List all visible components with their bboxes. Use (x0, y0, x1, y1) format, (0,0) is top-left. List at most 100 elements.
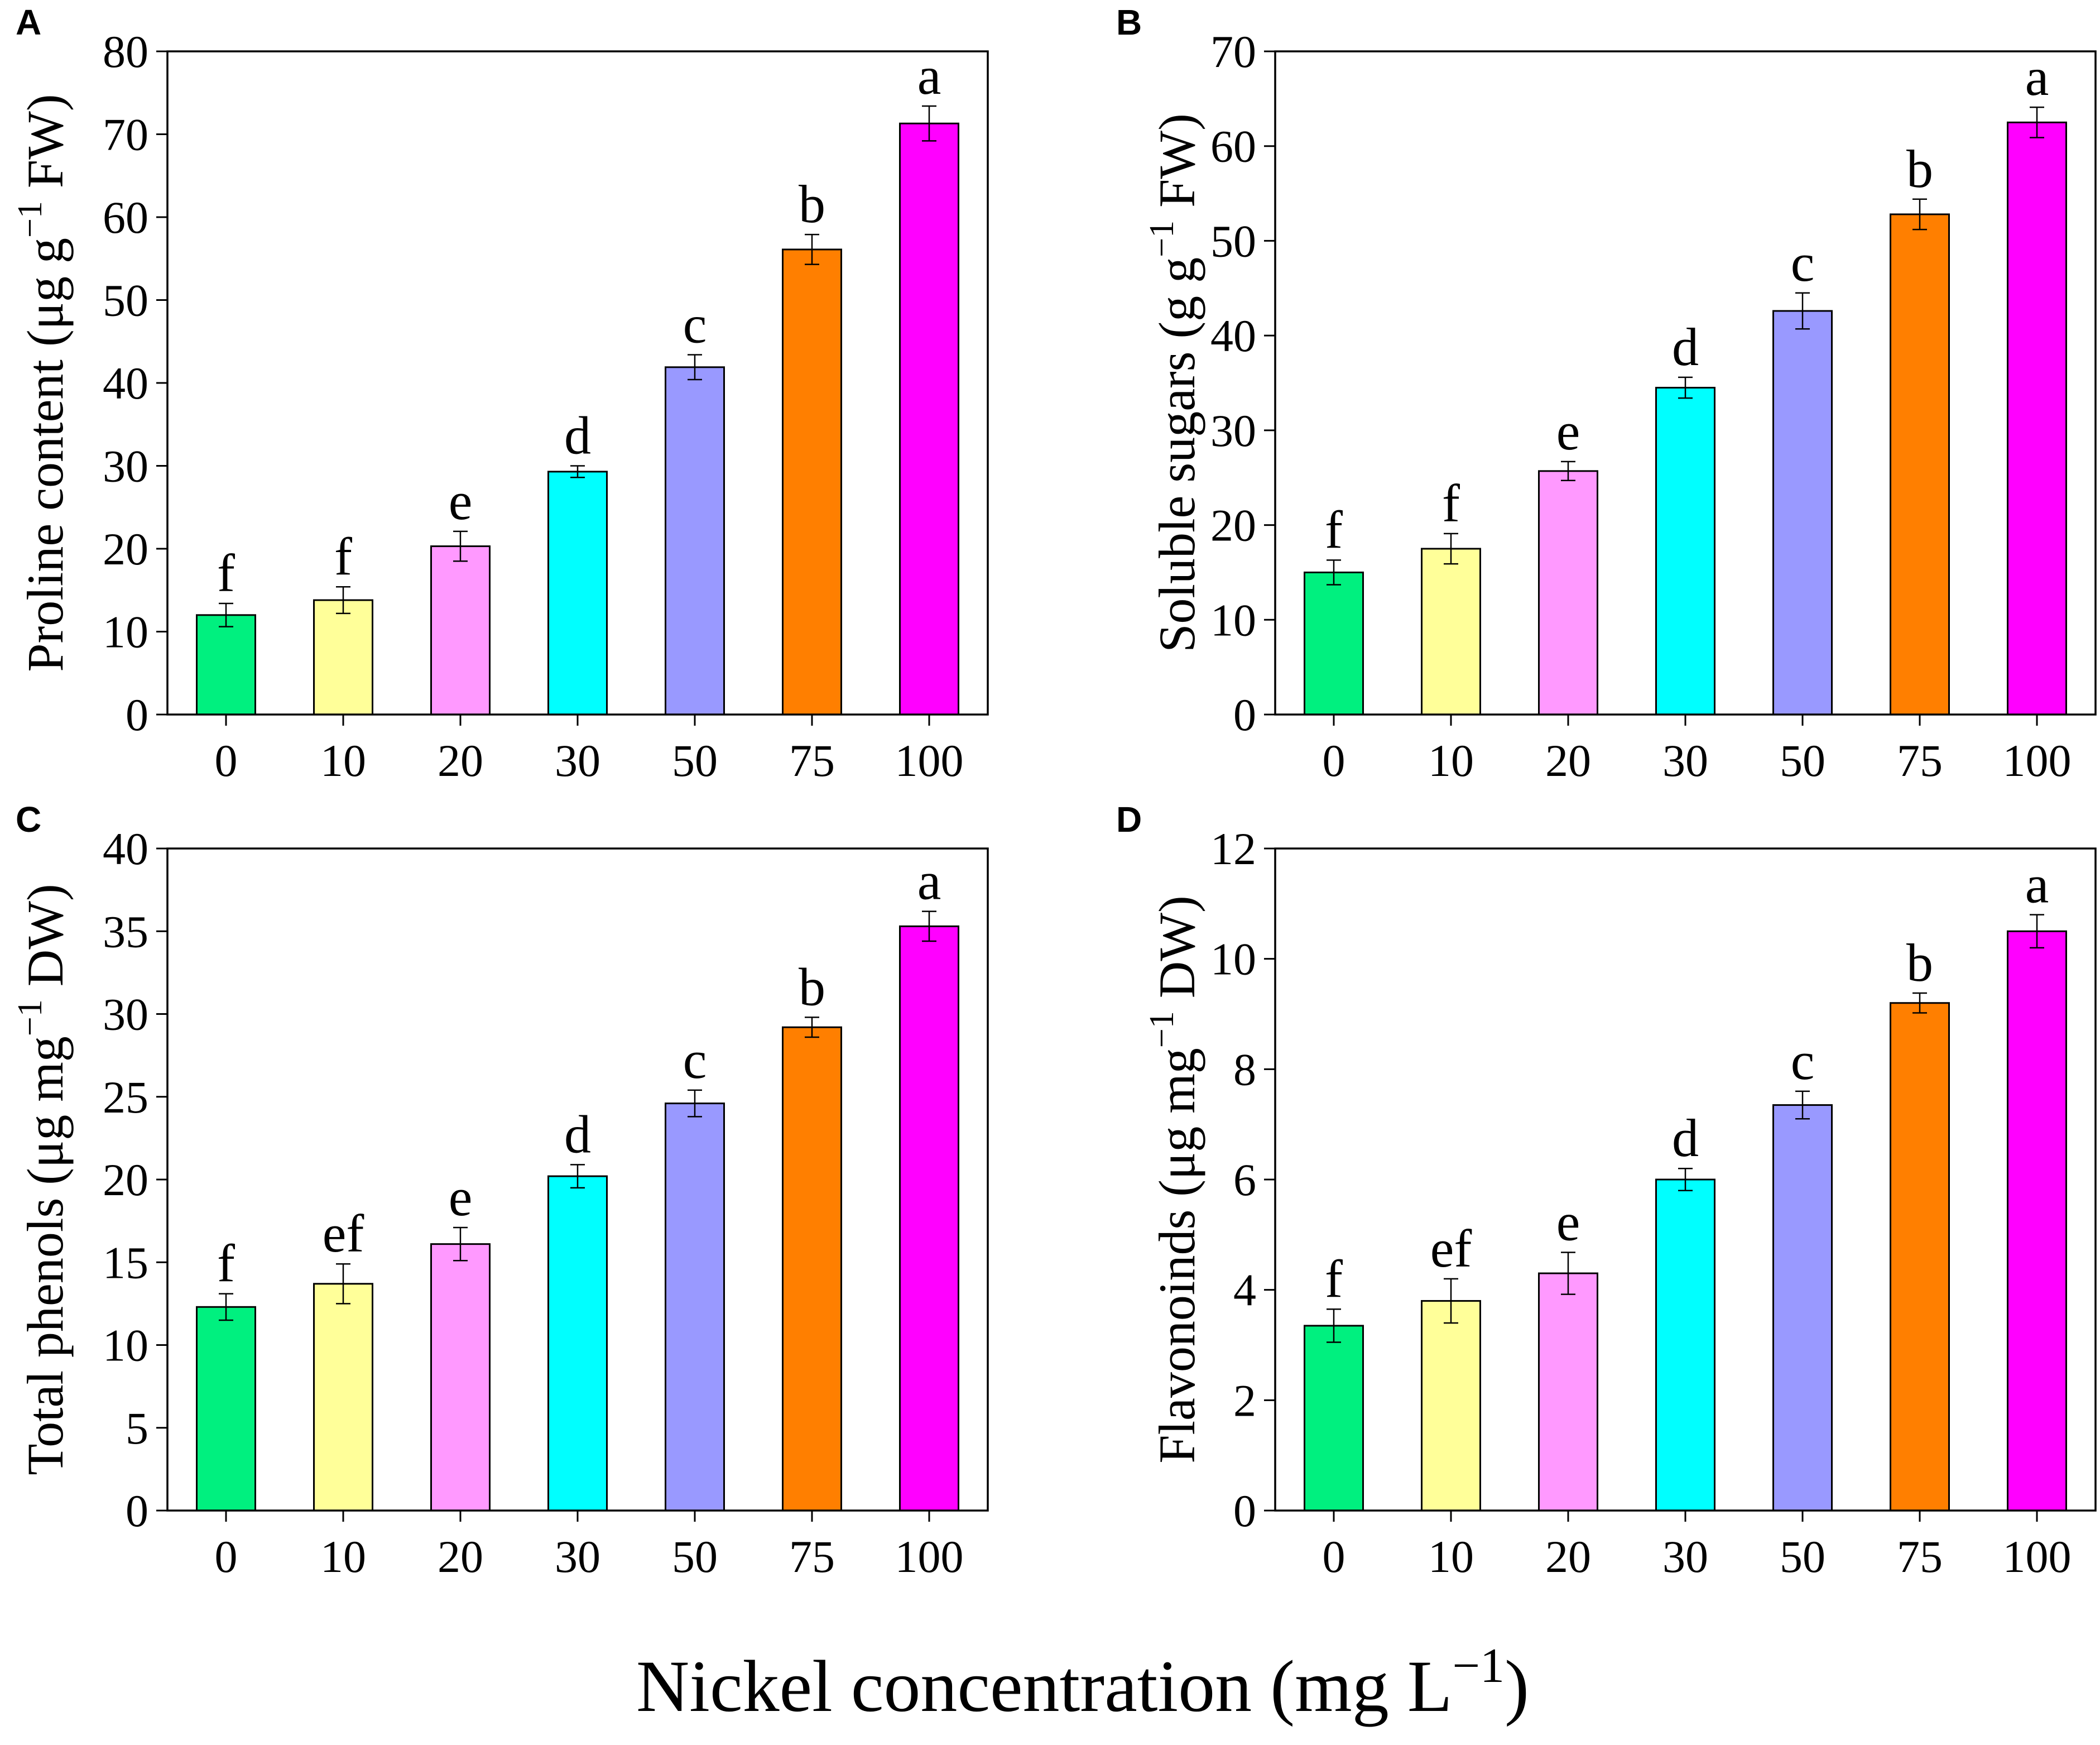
bar (2007, 121, 2067, 716)
bar (665, 1102, 725, 1512)
y-axis-label-superscript: −1 (1143, 1011, 1181, 1048)
significance-letter: a (917, 851, 941, 911)
significance-letter: b (1906, 933, 1933, 993)
y-axis-label-suffix: DW) (1148, 895, 1205, 1011)
x-tick-label: 10 (1428, 1531, 1474, 1582)
bar (899, 925, 959, 1512)
significance-letter: d (564, 1104, 591, 1164)
significance-letter: a (2025, 855, 2049, 914)
significance-letter: a (917, 46, 941, 106)
bar (547, 471, 608, 716)
significance-letter: d (564, 406, 591, 466)
x-tick-label: 50 (672, 735, 718, 786)
y-tick-label: 10 (1210, 934, 1256, 985)
x-tick-label: 20 (1545, 1531, 1591, 1582)
x-tick-label: 75 (789, 735, 835, 786)
y-tick-label: 60 (1210, 121, 1256, 172)
y-axis-label-suffix: FW) (17, 94, 74, 201)
x-tick-label: 75 (1897, 735, 1943, 786)
y-tick-label: 0 (126, 689, 148, 740)
y-tick-label: 0 (126, 1485, 148, 1536)
y-tick-label: 70 (1210, 26, 1256, 77)
x-tick-label: 30 (1662, 735, 1708, 786)
y-axis-label-superscript: −1 (1143, 220, 1181, 257)
bar (1538, 1272, 1598, 1512)
y-tick-label: 10 (1210, 595, 1256, 645)
y-axis-label: Proline content (μg g−1 FW) (11, 94, 74, 672)
significance-letter: e (449, 1167, 473, 1227)
bar (1890, 1002, 1950, 1512)
panel-label: B (1116, 2, 1142, 42)
bar (1890, 213, 1950, 716)
y-tick-label: 0 (1233, 1485, 1256, 1536)
y-axis-label-superscript: −1 (11, 201, 49, 238)
significance-letter: b (799, 957, 825, 1017)
x-tick-label: 75 (789, 1531, 835, 1582)
x-tick-label: 30 (555, 735, 600, 786)
y-tick-label: 4 (1233, 1265, 1256, 1316)
bar (1304, 1325, 1364, 1512)
y-tick-label: 20 (103, 524, 148, 574)
y-axis-label-text: Total phenols (μg mg (17, 1036, 74, 1475)
significance-letter: b (1906, 139, 1933, 199)
x-tick-label: 20 (1545, 735, 1591, 786)
y-tick-label: 35 (103, 906, 148, 957)
significance-letter: f (1325, 1249, 1343, 1308)
y-tick-label: 2 (1233, 1375, 1256, 1426)
y-tick-label: 40 (1210, 310, 1256, 361)
x-tick-label: 30 (555, 1531, 600, 1582)
chart-panel-c: Cf 0 ef 10 e 20 d 30 c 50 b 75 a 100 0 5 10 15 20 25 30 35 40 T… (11, 799, 989, 1582)
panel-label: A (16, 2, 41, 42)
y-tick-label: 80 (103, 26, 148, 77)
x-tick-label: 50 (1780, 1531, 1825, 1582)
x-tick-label: 0 (1323, 1531, 1345, 1582)
x-tick-label: 0 (215, 735, 238, 786)
significance-letter: c (1791, 1031, 1815, 1091)
bar (313, 1283, 373, 1512)
y-tick-label: 10 (103, 607, 148, 658)
y-axis-label: Flavonoinds (μg mg−1 DW) (1143, 895, 1205, 1463)
x-tick-label: 10 (1428, 735, 1474, 786)
y-tick-label: 25 (103, 1072, 148, 1123)
bar (430, 545, 491, 716)
x-tick-label: 10 (320, 735, 366, 786)
y-axis-label-suffix: DW) (17, 884, 74, 999)
significance-letter: f (217, 543, 235, 603)
bar (430, 1243, 491, 1512)
y-tick-label: 40 (103, 823, 148, 874)
significance-letter: b (799, 174, 825, 234)
significance-letter: d (1672, 1108, 1699, 1168)
significance-letter: e (1556, 401, 1580, 461)
x-tick-label: 30 (1662, 1531, 1708, 1582)
significance-letter: ef (1430, 1219, 1472, 1278)
y-tick-label: 40 (103, 358, 148, 409)
y-tick-label: 20 (103, 1154, 148, 1205)
bar (196, 1306, 256, 1512)
x-tick-label: 20 (438, 1531, 483, 1582)
panel-label: C (16, 799, 41, 840)
y-axis-label-text: Proline content (μg g (17, 238, 74, 672)
y-tick-label: 30 (103, 441, 148, 492)
panel-label: D (1116, 799, 1142, 840)
x-tick-label: 50 (672, 1531, 718, 1582)
chart-panel-b: Bf0f10e20d30c50b75a100010203040506070Sol… (1116, 2, 2097, 786)
bar (899, 122, 959, 716)
significance-letter: e (449, 471, 473, 531)
significance-letter: ef (323, 1204, 364, 1263)
y-axis-label-superscript: −1 (11, 999, 49, 1036)
y-tick-label: 50 (103, 275, 148, 326)
x-tick-label: 100 (2003, 735, 2072, 786)
y-tick-label: 30 (103, 989, 148, 1040)
bar (1304, 571, 1364, 716)
y-tick-label: 15 (103, 1237, 148, 1288)
significance-letter: c (683, 1030, 707, 1090)
y-tick-label: 0 (1233, 689, 1256, 740)
x-tick-label: 100 (2003, 1531, 2072, 1582)
x-tick-label: 10 (320, 1531, 366, 1582)
y-tick-label: 10 (103, 1320, 148, 1371)
bar (1421, 1300, 1481, 1512)
bar (1421, 548, 1481, 716)
y-axis-label-text: Flavonoinds (μg mg (1148, 1048, 1205, 1463)
bar (313, 599, 373, 716)
